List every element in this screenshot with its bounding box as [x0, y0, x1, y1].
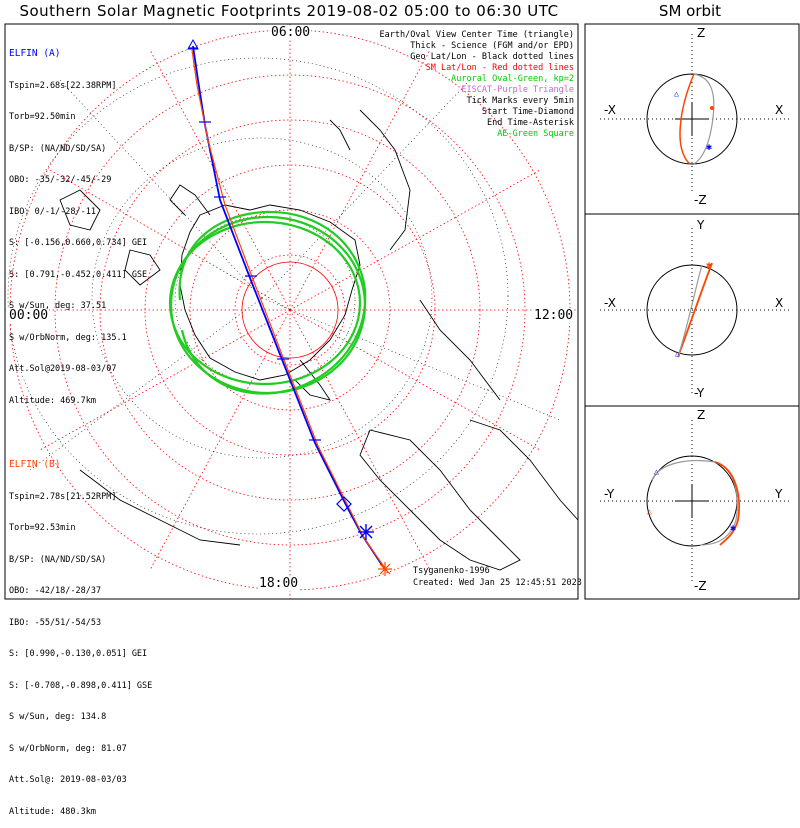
auroral-oval-poleward	[178, 210, 367, 395]
orbit1-bottom-label: -Z	[694, 193, 707, 207]
orbit-title: SM orbit	[658, 2, 722, 20]
map-frame	[4, 23, 579, 600]
elfin-b-line: Torb=92.53min	[9, 523, 76, 533]
legend-item: SM Lat/Lon - Red dotted lines	[425, 63, 574, 73]
view-center-triangle	[187, 38, 199, 50]
svg-text:△: △	[675, 349, 680, 358]
legend-item: EISCAT-Purple Triangle	[461, 85, 574, 95]
orbit2-left-label: -X	[604, 296, 616, 310]
legend-item: Geo Lat/Lon - Black dotted lines	[410, 52, 574, 62]
elfin-a-line: B/SP: (NA/ND/SD/SA)	[9, 143, 107, 154]
orbit3-left-label: -Y	[604, 487, 615, 501]
elfin-b-line: S: [-0.708,-0.898,0.411] GSE	[9, 680, 153, 691]
orbit-panel-yz: ✱ △ △	[600, 420, 790, 584]
svg-text:△: △	[647, 507, 652, 516]
orbit1-left-label: -X	[604, 103, 616, 117]
svg-text:✱: ✱	[706, 142, 712, 153]
svg-text:△: △	[654, 467, 659, 476]
legend-item: Earth/Oval View Center Time (triangle)	[379, 30, 574, 40]
orbit2-bottom-label: -Y	[694, 386, 705, 400]
elfin-b-line: Tspin=2.78s[21.52RPM]	[9, 491, 117, 502]
elfin-a-line: S w/Sun, deg: 37.51	[9, 301, 107, 311]
elfin-b-line: Att.Sol@: 2019-08-03/03	[9, 775, 127, 785]
coastlines	[59, 109, 578, 571]
legend-item: Auroral Oval-Green, kp=2	[451, 74, 574, 84]
time-label-top: 06:00	[270, 25, 312, 40]
elfin-b-line: IBO: -55/51/-54/53	[9, 617, 102, 628]
elfin-a-line: S: [0.791,-0.452,0.411] GSE	[9, 269, 148, 280]
created-timestamp: Created: Wed Jan 25 12:45:51 2023	[413, 578, 582, 588]
elfin-b-line: Altitude: 480.3km	[9, 806, 96, 817]
legend-item: AE-Green Square	[497, 129, 574, 139]
orbit-panel-xy: ✱ △	[600, 228, 790, 394]
elfin-b-track	[191, 49, 388, 572]
orbit-panel-frame-yz	[584, 405, 800, 600]
orbit2-top-label: Y	[697, 218, 705, 232]
elfin-a-line: IBO: 0/-1/-28/-11	[9, 206, 96, 217]
elfin-a-line: Altitude: 469.7km	[9, 395, 96, 406]
auroral-oval-outer	[168, 220, 362, 386]
orbit-panel-xz: ✱ △	[600, 34, 790, 194]
legend-item: Start Time-Diamond	[481, 107, 574, 117]
sm-pole-circle	[241, 261, 339, 359]
elfin-b-line: B/SP: (NA/ND/SD/SA)	[9, 554, 107, 565]
legend-item: Tick Marks every 5min	[466, 96, 574, 106]
svg-text:✱: ✱	[730, 523, 736, 534]
elfin-a-line: OBO: -35/-32/-45/-29	[9, 175, 112, 185]
elfin-b-end-asterisk	[378, 562, 392, 576]
elfin-a-end-asterisk	[358, 524, 374, 540]
elfin-b-line: S w/OrbNorm, deg: 81.07	[9, 743, 127, 754]
model-label: Tsyganenko-1996	[413, 566, 490, 576]
elfin-a-start-diamond	[336, 496, 352, 512]
time-label-right: 12:00	[533, 308, 575, 323]
elfin-a-tick-marks	[188, 47, 321, 441]
elfin-b-line: S w/Sun, deg: 134.8	[9, 712, 107, 722]
map-legend: Earth/Oval View Center Time (triangle) T…	[380, 30, 574, 140]
plot-title: Southern Solar Magnetic Footprints 2019-…	[19, 2, 559, 20]
elfin-a-line: S w/OrbNorm, deg: 135.1	[9, 332, 127, 343]
orbit2-right-label: X	[775, 296, 784, 310]
orbit1-top-label: Z	[697, 26, 706, 40]
legend-item: Thick - Science (FGM and/or EPD)	[410, 41, 574, 51]
orbit3-top-label: Z	[697, 408, 706, 422]
legend-item: End Time-Asterisk	[487, 118, 574, 128]
elfin-b-line: S: [0.990,-0.130,0.051] GEI	[9, 649, 148, 659]
orbit3-right-label: Y	[775, 487, 783, 501]
elfin-a-info: ELFIN (A) Tspin=2.68s[22.38RPM] Torb=92.…	[9, 28, 147, 417]
time-label-left: 00:00	[8, 308, 50, 323]
elfin-a-name: ELFIN (A)	[9, 48, 61, 59]
orbit1-right-label: X	[775, 103, 784, 117]
elfin-a-line: Att.Sol@2019-08-03/07	[9, 364, 117, 374]
elfin-b-line: OBO: -42/18/-28/37	[9, 586, 102, 596]
svg-text:✱: ✱	[706, 260, 712, 271]
elfin-a-line: Torb=92.50min	[9, 112, 76, 122]
elfin-a-track	[192, 45, 385, 569]
orbit3-bottom-label: -Z	[694, 579, 707, 593]
elfin-b-info: ELFIN (B) Tspin=2.78s[21.52RPM] Torb=92.…	[9, 439, 152, 828]
time-label-bottom: 18:00	[258, 576, 300, 591]
svg-text:△: △	[674, 89, 679, 98]
elfin-a-line: Tspin=2.68s[22.38RPM]	[9, 80, 117, 91]
elfin-a-line: S: [-0.156,0.660,0.734] GEI	[9, 238, 148, 248]
elfin-b-name: ELFIN (B)	[9, 459, 61, 470]
plot-canvas: ✱ △ ✱ △ ✱ △ △	[4, 23, 800, 600]
